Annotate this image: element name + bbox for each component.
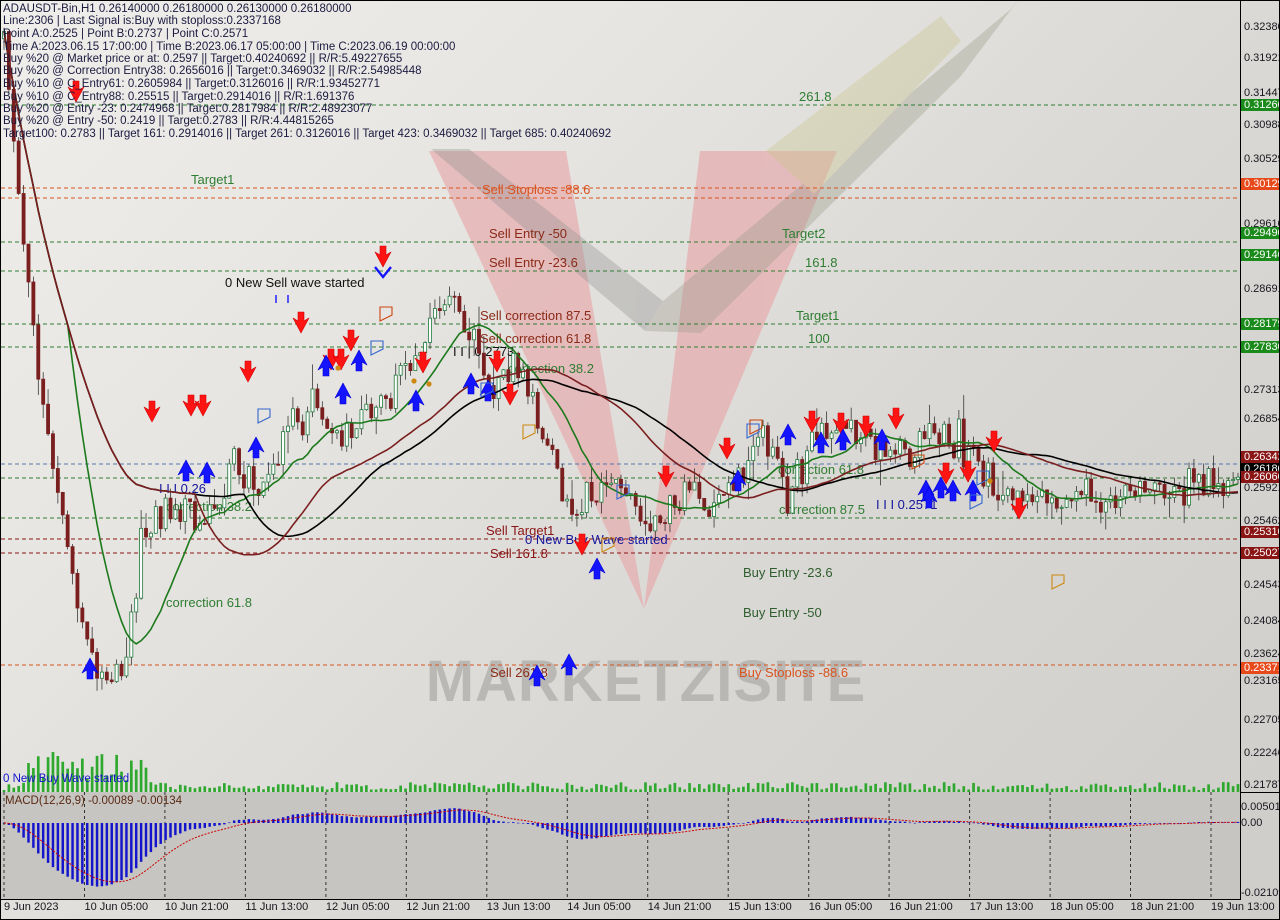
svg-text:Buy Entry -50: Buy Entry -50 <box>743 605 822 620</box>
svg-text:Target1: Target1 <box>191 172 234 187</box>
svg-text:Sell Stoploss -88.6: Sell Stoploss -88.6 <box>482 182 590 197</box>
svg-text:0 New Sell wave started: 0 New Sell wave started <box>225 275 364 290</box>
svg-text:Buy Stoploss -88.6: Buy Stoploss -88.6 <box>739 665 848 680</box>
svg-text:261.8: 261.8 <box>799 89 832 104</box>
svg-text:0 New Buy Wave started: 0 New Buy Wave started <box>525 532 668 547</box>
svg-text:correction 61.8: correction 61.8 <box>778 462 864 477</box>
svg-text:Buy Entry -23.6: Buy Entry -23.6 <box>743 565 833 580</box>
svg-text:Target2: Target2 <box>782 226 825 241</box>
svg-text:Sell correction 87.5: Sell correction 87.5 <box>480 308 591 323</box>
svg-text:100: 100 <box>808 331 830 346</box>
svg-text:Target1: Target1 <box>796 308 839 323</box>
svg-text:Sell Entry -50: Sell Entry -50 <box>489 226 567 241</box>
svg-text:Sell 161.8: Sell 161.8 <box>490 546 548 561</box>
svg-text:correction 38.2: correction 38.2 <box>508 361 594 376</box>
svg-text:Sell Entry -23.6: Sell Entry -23.6 <box>489 255 578 270</box>
svg-text:161.8: 161.8 <box>805 255 838 270</box>
svg-text:correction 61.8: correction 61.8 <box>166 595 252 610</box>
